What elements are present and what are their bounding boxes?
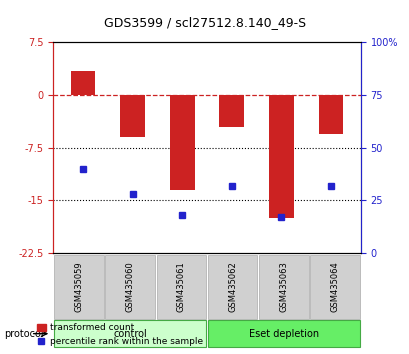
- Bar: [169, 95, 194, 190]
- Bar: [268, 95, 293, 218]
- Text: GSM435062: GSM435062: [228, 261, 236, 312]
- Bar: [70, 70, 95, 95]
- Text: Eset depletion: Eset depletion: [248, 329, 318, 339]
- Text: GSM435059: GSM435059: [74, 261, 83, 312]
- Text: GDS3599 / scl27512.8.140_49-S: GDS3599 / scl27512.8.140_49-S: [104, 16, 305, 29]
- Bar: [120, 95, 145, 137]
- Text: control: control: [113, 329, 147, 339]
- Text: GSM435061: GSM435061: [177, 261, 185, 312]
- Bar: [219, 95, 244, 127]
- Text: GSM435060: GSM435060: [126, 261, 134, 312]
- Bar: [318, 95, 343, 134]
- Text: GSM435063: GSM435063: [279, 261, 288, 312]
- Text: GSM435064: GSM435064: [330, 261, 339, 312]
- Text: protocol: protocol: [4, 329, 44, 339]
- Legend: transformed count, percentile rank within the sample: transformed count, percentile rank withi…: [33, 320, 207, 349]
